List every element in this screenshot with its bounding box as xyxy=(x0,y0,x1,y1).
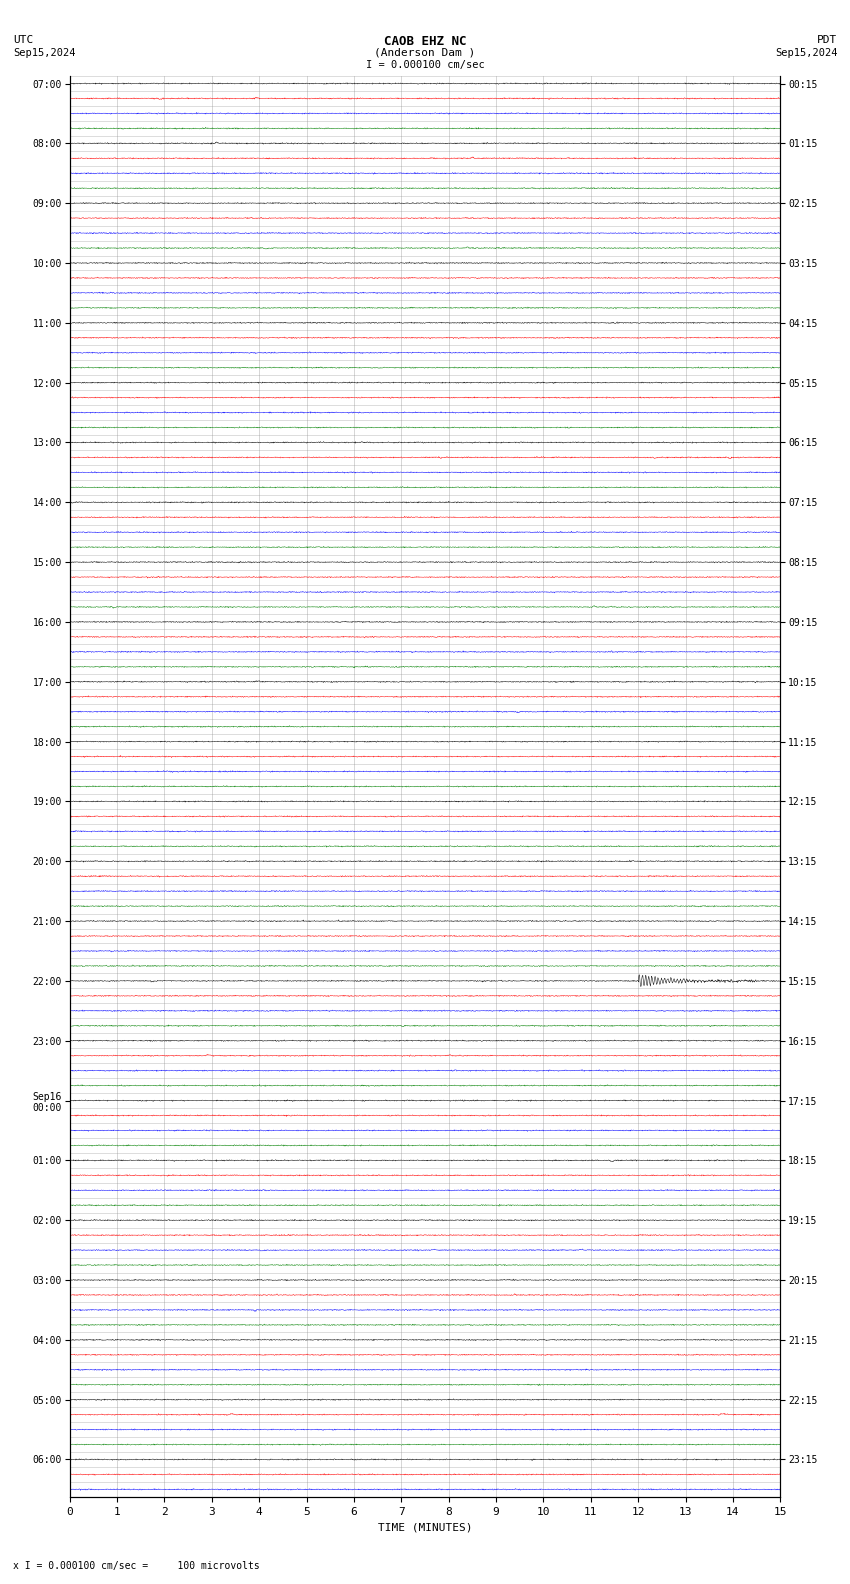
Text: x I = 0.000100 cm/sec =     100 microvolts: x I = 0.000100 cm/sec = 100 microvolts xyxy=(13,1562,259,1571)
Text: CAOB EHZ NC: CAOB EHZ NC xyxy=(383,35,467,48)
Text: I = 0.000100 cm/sec: I = 0.000100 cm/sec xyxy=(366,60,484,70)
Text: (Anderson Dam ): (Anderson Dam ) xyxy=(374,48,476,57)
Text: Sep15,2024: Sep15,2024 xyxy=(13,48,76,57)
X-axis label: TIME (MINUTES): TIME (MINUTES) xyxy=(377,1522,473,1532)
Text: UTC: UTC xyxy=(13,35,33,44)
Text: Sep15,2024: Sep15,2024 xyxy=(774,48,837,57)
Text: PDT: PDT xyxy=(817,35,837,44)
